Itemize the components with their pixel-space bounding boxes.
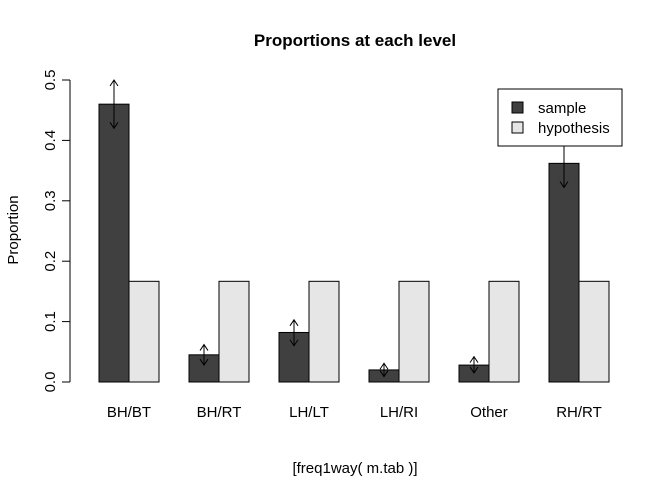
error-bar-arrow-down <box>199 358 209 366</box>
error-bar-2 <box>289 318 299 347</box>
legend-label-sample: sample <box>538 100 586 117</box>
x-axis-label: [freq1way( m.tab )] <box>292 460 417 477</box>
x-tick-label: LH/LT <box>289 404 329 421</box>
bar-sample-5 <box>548 162 580 383</box>
y-tick-label: 0.5 <box>42 70 59 91</box>
error-bar-arrow-down <box>379 370 389 378</box>
x-tick-label: LH/RI <box>380 404 418 421</box>
bar-hypothesis-2 <box>308 280 340 383</box>
bar-hypothesis-0 <box>128 280 160 383</box>
y-tick-label: 0.3 <box>42 190 59 211</box>
bar-sample-0 <box>98 103 130 383</box>
error-bar-arrow-up <box>109 79 119 87</box>
error-bar-arrow-down <box>109 122 119 130</box>
error-bar-arrow-up <box>199 343 209 351</box>
legend-label-hypothesis: hypothesis <box>538 120 610 137</box>
error-bar-arrow-down <box>289 339 299 347</box>
y-axis: 0.0 0.1 0.2 0.3 0.4 0.5 <box>42 70 71 393</box>
error-bar-3 <box>379 362 389 378</box>
error-bar-arrow-down <box>469 366 479 374</box>
x-tick-label: BH/RT <box>197 404 242 421</box>
error-bar-0 <box>109 79 119 130</box>
error-bar-1 <box>199 343 209 366</box>
legend-swatch-hypothesis <box>511 121 524 134</box>
bar-hypothesis-1 <box>218 280 250 383</box>
error-bar-4 <box>469 355 479 374</box>
y-tick-label: 0.2 <box>42 251 59 272</box>
error-bar-arrow-down <box>559 181 569 189</box>
error-bar-arrow-up <box>469 355 479 363</box>
y-tick-label: 0.0 <box>42 372 59 393</box>
bar-hypothesis-5 <box>578 280 610 383</box>
x-tick-labels: BH/BT BH/RT LH/LT LH/RI Other RH/RT <box>107 404 602 421</box>
legend: sample hypothesis <box>497 88 623 147</box>
legend-swatch-sample <box>511 101 524 114</box>
y-tick-label: 0.1 <box>42 311 59 332</box>
chart-title: Proportions at each level <box>254 31 456 50</box>
bar-hypothesis-3 <box>398 280 430 383</box>
x-tick-label: BH/BT <box>107 404 151 421</box>
error-bar-arrow-up <box>289 318 299 327</box>
x-tick-label: RH/RT <box>556 404 602 421</box>
y-axis-label: Proportion <box>5 195 22 264</box>
x-tick-label: Other <box>470 404 508 421</box>
y-tick-label: 0.4 <box>42 130 59 151</box>
error-bar-arrow-up <box>379 362 389 370</box>
bars <box>98 103 610 383</box>
bar-hypothesis-4 <box>488 280 520 383</box>
legend-box <box>497 88 623 147</box>
